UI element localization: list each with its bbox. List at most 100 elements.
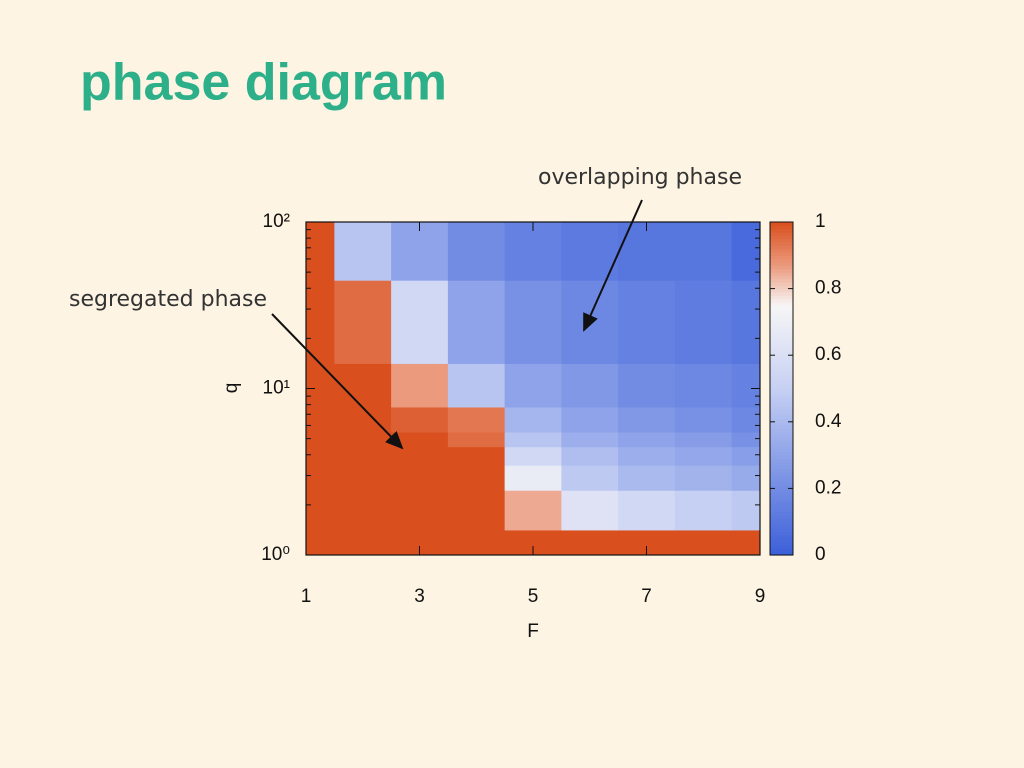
colorbar-step (770, 248, 793, 253)
x-tick-label: 9 (755, 586, 766, 607)
colorbar-step (770, 325, 793, 330)
heatmap-cell (674, 529, 733, 556)
colorbar-step (770, 458, 793, 463)
heatmap-cell (618, 432, 676, 448)
colorbar-step (770, 391, 793, 396)
colorbar-step (770, 268, 793, 273)
heatmap-cell (731, 280, 761, 364)
heatmap-cell (674, 406, 733, 433)
colorbar-step (770, 515, 793, 519)
x-tick-label: 1 (301, 586, 312, 607)
colorbar-step (770, 321, 793, 326)
colorbar-step (770, 331, 793, 336)
colorbar-step (770, 418, 793, 423)
heatmap-cell (731, 465, 761, 491)
annotation-arrow (583, 199, 643, 332)
colorbar-step (770, 281, 793, 286)
heatmap-cell (618, 280, 676, 364)
colorbar-step (770, 278, 793, 283)
colorbar-tick-label: 1 (815, 211, 826, 232)
colorbar-step (770, 495, 793, 499)
heatmap-cell (561, 446, 619, 466)
colorbar-step (770, 535, 793, 539)
heatmap-cell (391, 363, 449, 408)
colorbar-step (770, 431, 793, 436)
heatmap-cell (731, 529, 761, 556)
heatmap-cell (447, 529, 506, 556)
heatmap-cell (306, 363, 335, 408)
heatmap-cell (447, 280, 506, 364)
colorbar-step (770, 231, 793, 236)
colorbar-step (770, 241, 793, 246)
colorbar-step (770, 335, 793, 340)
heatmap-cell (561, 363, 619, 408)
annotation-arrow (271, 313, 404, 450)
heatmap-cell (391, 280, 449, 364)
colorbar-step (770, 501, 793, 506)
colorbar-step (770, 461, 793, 466)
colorbar-step (770, 541, 793, 546)
annotation: segregated phase (69, 287, 267, 312)
colorbar-step (770, 222, 793, 226)
colorbar-tick-label: 0 (815, 544, 826, 565)
colorbar-step (770, 301, 793, 306)
heatmap-cell (334, 490, 392, 531)
heatmap-cell (391, 432, 449, 448)
colorbar-step (770, 521, 793, 526)
heatmap-cell (674, 490, 733, 531)
colorbar-step (770, 228, 793, 233)
colorbar-step (770, 315, 793, 320)
heatmap-cell (391, 465, 449, 491)
heatmap-cell (334, 222, 392, 281)
heatmap-cell (447, 490, 506, 531)
heatmap-cell (306, 280, 335, 364)
colorbar-step (770, 465, 793, 470)
heatmap-cell (447, 363, 506, 408)
colorbar-step (770, 491, 793, 496)
heatmap-cell (504, 222, 562, 281)
colorbar-step (770, 318, 793, 323)
colorbar-step (770, 511, 793, 516)
heatmap-cell (334, 465, 392, 491)
heatmap-cell (334, 280, 392, 364)
colorbar-step (770, 528, 793, 533)
heatmap-cell (674, 432, 733, 448)
colorbar-step (770, 358, 793, 363)
x-tick-label: 3 (414, 586, 425, 607)
heatmap-cell (504, 280, 562, 364)
heatmap-cell (391, 446, 449, 466)
heatmap-cell (334, 363, 392, 408)
heatmap-cell (731, 446, 761, 466)
colorbar-tick-label: 0.4 (815, 411, 842, 432)
colorbar-step (770, 451, 793, 456)
colorbar-step (770, 225, 793, 230)
heatmap-cell (674, 465, 733, 491)
x-tick-label: 5 (528, 586, 539, 607)
colorbar-step (770, 475, 793, 480)
colorbar-step (770, 255, 793, 260)
heatmap-cell (561, 222, 619, 281)
y-tick-label: 10⁰ (261, 544, 290, 565)
heatmap-cell (674, 280, 733, 364)
y-tick-label: 10² (263, 211, 290, 232)
heatmap-cell (674, 446, 733, 466)
colorbar-step (770, 305, 793, 310)
colorbar-step (770, 361, 793, 366)
heatmap-cell (504, 363, 562, 408)
heatmap-cell (504, 490, 562, 531)
colorbar-step (770, 395, 793, 400)
heatmap-cell (731, 490, 761, 531)
y-axis-label: q (221, 383, 242, 394)
colorbar-step (770, 478, 793, 483)
colorbar-step (770, 401, 793, 406)
heatmap-cell (447, 406, 506, 433)
colorbar-step (770, 435, 793, 440)
colorbar-step (770, 341, 793, 346)
colorbar-step (770, 428, 793, 433)
colorbar-step (770, 365, 793, 370)
heatmap-cell (447, 465, 506, 491)
colorbar-step (770, 455, 793, 460)
heatmap-cell (618, 406, 676, 433)
colorbar-step (770, 421, 793, 426)
